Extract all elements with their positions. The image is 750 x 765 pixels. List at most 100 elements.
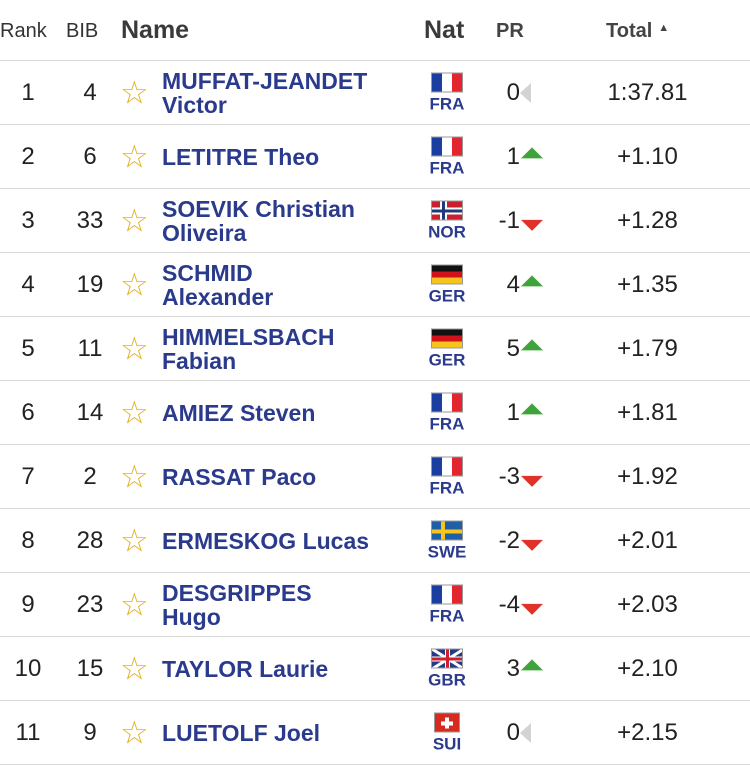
bib-cell: 6 bbox=[83, 142, 97, 170]
flag-icon bbox=[431, 136, 463, 156]
total-time-cell: +2.01 bbox=[617, 526, 678, 554]
total-time-cell: +1.92 bbox=[617, 462, 678, 490]
sort-ascending-icon[interactable]: ▲ bbox=[658, 22, 670, 34]
star-favorite-icon[interactable]: ☆ bbox=[120, 649, 149, 686]
bib-cell: 23 bbox=[76, 590, 104, 618]
star-favorite-icon[interactable]: ☆ bbox=[120, 201, 149, 238]
table-row[interactable]: 1 4 ☆ MUFFAT-JEANDET Victor FRA 0 1:37.81 bbox=[0, 61, 750, 125]
total-time-cell: +1.28 bbox=[617, 206, 678, 234]
nation-cell: GER bbox=[426, 328, 468, 369]
star-favorite-icon[interactable]: ☆ bbox=[120, 393, 149, 430]
table-header: Rank BIB Name Nat PR Total ▲ bbox=[0, 0, 750, 61]
total-time-cell: +1.81 bbox=[617, 398, 678, 426]
nation-code: GER bbox=[428, 286, 466, 305]
athlete-name-line1: RASSAT Paco bbox=[162, 463, 317, 490]
star-favorite-icon[interactable]: ☆ bbox=[120, 137, 149, 174]
star-favorite-icon[interactable]: ☆ bbox=[120, 521, 149, 558]
pr-value: -2 bbox=[498, 526, 520, 554]
flag-icon bbox=[431, 520, 463, 540]
bib-cell: 9 bbox=[83, 718, 97, 746]
column-header-rank[interactable]: Rank bbox=[0, 20, 47, 42]
athlete-name-link[interactable]: DESGRIPPES Hugo bbox=[162, 581, 417, 629]
arrow-up-icon bbox=[521, 338, 543, 350]
athlete-name-link[interactable]: RASSAT Paco bbox=[162, 465, 417, 489]
star-favorite-icon[interactable]: ☆ bbox=[120, 265, 149, 302]
table-row[interactable]: 2 6 ☆ LETITRE Theo FRA 1 +1.10 bbox=[0, 125, 750, 189]
rank-cell: 8 bbox=[21, 526, 35, 554]
pr-value: 1 bbox=[506, 142, 520, 170]
arrow-down-icon bbox=[521, 603, 543, 615]
table-row[interactable]: 11 9 ☆ LUETOLF Joel SUI 0 +2.15 bbox=[0, 701, 750, 765]
star-favorite-icon[interactable]: ☆ bbox=[120, 713, 149, 750]
total-time-cell: +1.35 bbox=[617, 270, 678, 298]
table-row[interactable]: 7 2 ☆ RASSAT Paco FRA -3 +1.92 bbox=[0, 445, 750, 509]
flag-icon bbox=[431, 584, 463, 604]
athlete-name-link[interactable]: LUETOLF Joel bbox=[162, 721, 417, 745]
nation-code: SUI bbox=[432, 734, 462, 753]
table-row[interactable]: 3 33 ☆ SOEVIK Christian Oliveira NOR -1 +1.28 bbox=[0, 189, 750, 253]
arrow-down-icon bbox=[521, 475, 543, 487]
column-header-name[interactable]: Name bbox=[121, 16, 190, 44]
total-time-cell: +1.10 bbox=[617, 142, 678, 170]
athlete-name-link[interactable]: SOEVIK Christian Oliveira bbox=[162, 197, 417, 245]
total-time-cell: 1:37.81 bbox=[607, 78, 688, 106]
star-favorite-icon[interactable]: ☆ bbox=[120, 457, 149, 494]
rank-cell: 4 bbox=[21, 270, 35, 298]
athlete-name-line1: SOEVIK Christian bbox=[162, 195, 355, 222]
table-row[interactable]: 5 11 ☆ HIMMELSBACH Fabian GER 5 +1.79 bbox=[0, 317, 750, 381]
flag-icon bbox=[431, 392, 463, 412]
column-header-nat[interactable]: Nat bbox=[424, 16, 465, 44]
pr-value: 4 bbox=[506, 270, 520, 298]
bib-cell: 33 bbox=[76, 206, 104, 234]
pr-value: 0 bbox=[506, 718, 520, 746]
rank-cell: 6 bbox=[21, 398, 35, 426]
athlete-name-line1: HIMMELSBACH bbox=[162, 323, 335, 350]
star-favorite-icon[interactable]: ☆ bbox=[120, 329, 149, 366]
table-row[interactable]: 9 23 ☆ DESGRIPPES Hugo FRA -4 +2.03 bbox=[0, 573, 750, 637]
athlete-name-link[interactable]: MUFFAT-JEANDET Victor bbox=[162, 69, 417, 117]
rank-cell: 5 bbox=[21, 334, 35, 362]
table-body: 1 4 ☆ MUFFAT-JEANDET Victor FRA 0 1:37.81 2 6 ☆ LET… bbox=[0, 61, 750, 765]
bib-cell: 14 bbox=[76, 398, 104, 426]
athlete-name-line2: Fabian bbox=[162, 347, 237, 374]
athlete-name-link[interactable]: SCHMID Alexander bbox=[162, 261, 417, 309]
athlete-name-line1: ERMESKOG Lucas bbox=[162, 527, 370, 554]
athlete-name-link[interactable]: TAYLOR Laurie bbox=[162, 657, 417, 681]
athlete-name-link[interactable]: AMIEZ Steven bbox=[162, 401, 417, 425]
athlete-name-line2: Alexander bbox=[162, 283, 274, 310]
column-header-total[interactable]: Total ▲ bbox=[606, 20, 669, 43]
star-favorite-icon[interactable]: ☆ bbox=[120, 585, 149, 622]
nation-cell: SWE bbox=[426, 520, 468, 561]
arrow-up-icon bbox=[521, 658, 543, 670]
nation-code: FRA bbox=[429, 606, 465, 625]
arrow-up-icon bbox=[521, 274, 543, 286]
rank-cell: 10 bbox=[14, 654, 42, 682]
nation-cell: GBR bbox=[426, 648, 468, 689]
bib-cell: 11 bbox=[77, 334, 103, 362]
table-row[interactable]: 8 28 ☆ ERMESKOG Lucas SWE -2 +2.01 bbox=[0, 509, 750, 573]
table-row[interactable]: 4 19 ☆ SCHMID Alexander GER 4 +1.35 bbox=[0, 253, 750, 317]
athlete-name-link[interactable]: ERMESKOG Lucas bbox=[162, 529, 417, 553]
nation-code: SWE bbox=[427, 542, 467, 561]
arrow-down-icon bbox=[521, 219, 543, 231]
star-favorite-icon[interactable]: ☆ bbox=[120, 73, 149, 110]
athlete-name-line1: TAYLOR Laurie bbox=[162, 655, 329, 682]
column-header-bib[interactable]: BIB bbox=[66, 20, 99, 42]
column-header-pr[interactable]: PR bbox=[496, 20, 524, 42]
nation-code: GER bbox=[428, 350, 466, 369]
bib-cell: 2 bbox=[83, 462, 97, 490]
rank-cell: 9 bbox=[21, 590, 35, 618]
nation-cell: NOR bbox=[426, 200, 468, 241]
nation-cell: FRA bbox=[426, 456, 468, 497]
table-row[interactable]: 10 15 ☆ TAYLOR Laurie GBR 3 +2.10 bbox=[0, 637, 750, 701]
athlete-name-link[interactable]: LETITRE Theo bbox=[162, 145, 417, 169]
nation-code: FRA bbox=[429, 414, 465, 433]
athlete-name-link[interactable]: HIMMELSBACH Fabian bbox=[162, 325, 417, 373]
flag-icon bbox=[434, 712, 460, 732]
rank-cell: 2 bbox=[21, 142, 35, 170]
bib-cell: 4 bbox=[83, 78, 97, 106]
table-row[interactable]: 6 14 ☆ AMIEZ Steven FRA 1 +1.81 bbox=[0, 381, 750, 445]
nation-cell: FRA bbox=[426, 584, 468, 625]
total-time-cell: +2.03 bbox=[617, 590, 678, 618]
